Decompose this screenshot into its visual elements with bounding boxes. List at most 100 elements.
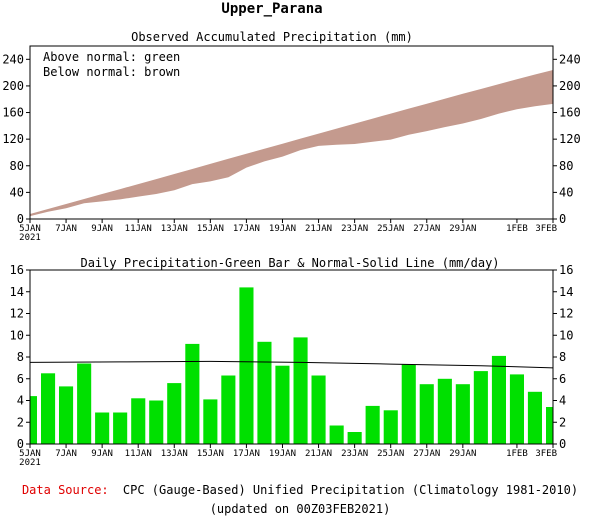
daily-bar [149, 400, 164, 444]
accumulated-xtick-label: 13JAN [161, 224, 188, 234]
accumulated-plot-frame [29, 45, 554, 220]
accumulated-xtick-label: 25JAN [377, 224, 404, 234]
accumulated-ytick-label-left: 40 [10, 185, 24, 199]
daily-ytick-label-right: 6 [559, 372, 566, 386]
daily-ytick-label-left: 4 [17, 394, 24, 408]
daily-xtick-label: 11JAN [125, 449, 152, 459]
accumulated-xtick-label: 3FEB [535, 224, 557, 234]
accumulated-ytick-label-left: 120 [2, 132, 24, 146]
daily-bar [239, 287, 254, 444]
accumulated-xtick-label: 21JAN [305, 224, 332, 234]
accumulated-xtick-label: 19JAN [269, 224, 296, 234]
accumulated-ytick-label-right: 80 [559, 159, 573, 173]
daily-ytick-label-right: 0 [559, 437, 566, 451]
daily-bar [131, 398, 146, 444]
accumulated-ytick-label-left: 200 [2, 79, 24, 93]
daily-ytick-label-left: 16 [10, 263, 24, 277]
daily-bar [185, 343, 200, 444]
daily-bar [113, 412, 128, 444]
daily-xtick-label: 13JAN [161, 449, 188, 459]
accumulated-ytick-label-left: 160 [2, 106, 24, 120]
daily-xtick-sublabel: 2021 [19, 458, 41, 468]
daily-ytick-label-left: 14 [10, 285, 24, 299]
daily-bar [167, 383, 182, 444]
normal-line [29, 360, 554, 369]
daily-bar [491, 355, 506, 444]
daily-xtick-label: 15JAN [197, 449, 224, 459]
daily-chart-title: Daily Precipitation-Green Bar & Normal-S… [80, 256, 499, 270]
daily-ytick-label-left: 6 [17, 372, 24, 386]
source-text: CPC (Gauge-Based) Unified Precipitation … [123, 483, 578, 497]
daily-xtick-label: 25JAN [377, 449, 404, 459]
daily-bar [509, 374, 524, 444]
daily-ytick-label-left: 8 [17, 350, 24, 364]
daily-xtick-label: 3FEB [535, 449, 557, 459]
daily-bar [401, 364, 416, 444]
accumulated-ytick-label-right: 200 [559, 79, 581, 93]
daily-bar [311, 375, 326, 444]
accumulated-xtick-label: 1FEB [506, 224, 528, 234]
daily-xtick-label: 17JAN [233, 449, 260, 459]
accumulated-ytick-label-right: 160 [559, 106, 581, 120]
accumulated-ytick-label-right: 120 [559, 132, 581, 146]
daily-bar [329, 425, 344, 444]
daily-xtick-label: 5JAN [19, 449, 41, 459]
accumulated-xtick-label: 17JAN [233, 224, 260, 234]
accumulated-ytick-label-left: 240 [2, 52, 24, 66]
daily-bar [383, 410, 398, 444]
daily-bar [455, 384, 470, 444]
daily-ytick-label-left: 0 [17, 437, 24, 451]
daily-ytick-label-right: 10 [559, 328, 573, 342]
accumulated-chart-title: Observed Accumulated Precipitation (mm) [131, 30, 413, 44]
daily-xtick-label: 19JAN [269, 449, 296, 459]
daily-ytick-label-right: 8 [559, 350, 566, 364]
accumulated-panel: Observed Accumulated Precipitation (mm) … [2, 30, 580, 243]
below-normal-band [30, 70, 553, 217]
daily-bar [95, 412, 110, 444]
daily-bar [473, 371, 488, 444]
daily-bar [275, 365, 290, 444]
daily-bar [203, 399, 218, 444]
accumulated-xtick-label: 9JAN [91, 224, 113, 234]
daily-ytick-label-right: 4 [559, 394, 566, 408]
daily-ytick-label-right: 16 [559, 263, 573, 277]
accumulated-xtick-sublabel: 2021 [19, 233, 41, 243]
daily-bar [41, 373, 56, 444]
daily-xtick-label: 1FEB [506, 449, 528, 459]
daily-xtick-label: 9JAN [91, 449, 113, 459]
daily-bar [257, 341, 272, 444]
daily-ytick-label-right: 12 [559, 307, 573, 321]
footer-source-line: Data Source: CPC (Gauge-Based) Unified P… [22, 483, 578, 497]
daily-bar [30, 396, 37, 444]
daily-ytick-label-left: 2 [17, 415, 24, 429]
accumulated-ytick-label-right: 240 [559, 52, 581, 66]
daily-ytick-label-right: 14 [559, 285, 573, 299]
daily-bar [365, 405, 380, 444]
daily-bar [527, 391, 542, 444]
updated-text: (updated on 00Z03FEB2021) [210, 502, 391, 516]
daily-bar [419, 384, 434, 444]
daily-bar [293, 337, 308, 444]
daily-ytick-label-left: 12 [10, 307, 24, 321]
accumulated-xtick-label: 5JAN [19, 224, 41, 234]
daily-xtick-label: 23JAN [341, 449, 368, 459]
accumulated-ytick-label-left: 80 [10, 159, 24, 173]
daily-ytick-label-left: 10 [10, 328, 24, 342]
source-label: Data Source: [22, 483, 109, 497]
daily-bar [59, 386, 74, 444]
daily-xtick-label: 21JAN [305, 449, 332, 459]
daily-bar [221, 375, 236, 444]
page-title: Upper_Parana [221, 1, 322, 17]
accumulated-ytick-label-right: 40 [559, 185, 573, 199]
accumulated-ytick-label-right: 0 [559, 212, 566, 226]
daily-bar [437, 378, 452, 445]
daily-bar [546, 407, 553, 444]
daily-bar [77, 363, 92, 444]
daily-bar [347, 432, 362, 444]
annotation-above-normal: Above normal: green [43, 50, 180, 64]
accumulated-xtick-label: 29JAN [449, 224, 476, 234]
accumulated-xtick-label: 7JAN [55, 224, 77, 234]
daily-panel: Daily Precipitation-Green Bar & Normal-S… [10, 256, 574, 468]
daily-bars [30, 287, 553, 445]
